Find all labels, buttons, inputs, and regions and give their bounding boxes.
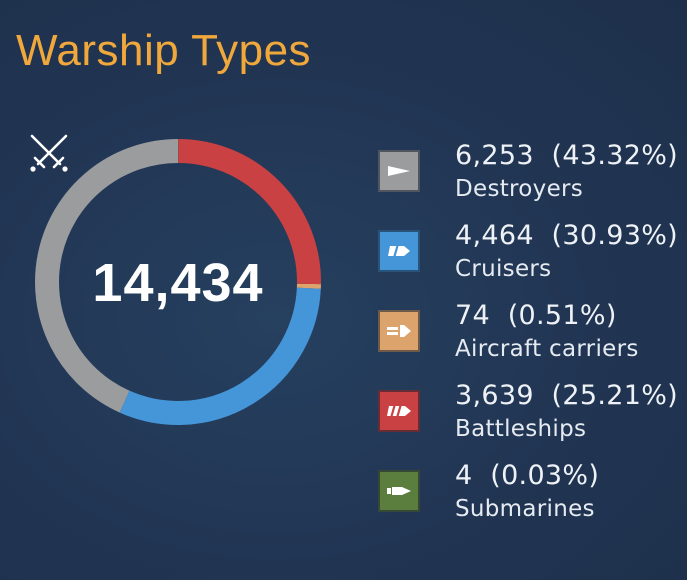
legend-label: Aircraft carriers: [455, 336, 639, 362]
legend-label: Destroyers: [455, 176, 584, 202]
donut-slice-battleships: [177, 139, 321, 285]
crossed-swords-icon: [30, 134, 68, 172]
donut-slice-cruisers: [119, 287, 321, 425]
legend-value: 4 (0.03%): [455, 460, 600, 491]
legend-value: 74 (0.51%): [455, 300, 617, 331]
donut-chart: 14,434: [28, 132, 328, 432]
legend-label: Battleships: [455, 416, 587, 442]
aircraft-carrier-class-icon: [378, 310, 420, 352]
legend-value: 6,253 (43.32%): [455, 140, 678, 171]
legend-label: Cruisers: [455, 256, 552, 282]
destroyer-class-icon: [378, 150, 420, 192]
cruiser-class-icon: [378, 230, 420, 272]
donut-ring: [35, 138, 321, 425]
submarine-class-icon: [378, 470, 420, 512]
total-count: 14,434: [92, 253, 264, 313]
legend-value: 4,464 (30.93%): [455, 220, 678, 251]
legend-value: 3,639 (25.21%): [455, 380, 678, 411]
battleship-class-icon: [378, 390, 420, 432]
legend-label: Submarines: [455, 496, 595, 522]
chart-title: Warship Types: [16, 26, 312, 75]
donut-slice-destroyers: [35, 139, 179, 413]
